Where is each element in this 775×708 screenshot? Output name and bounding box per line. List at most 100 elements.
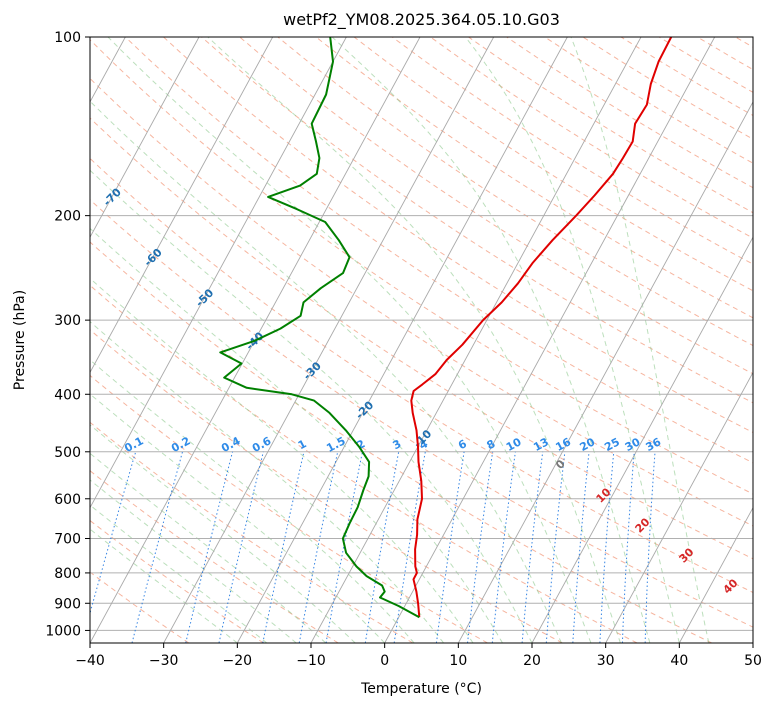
isotherm-label: -80 — [57, 130, 80, 153]
dry-adiabat-line — [201, 37, 753, 404]
x-tick-label: −30 — [149, 653, 179, 669]
mixing-ratio-line — [599, 451, 615, 643]
zero-label: 0 — [553, 457, 568, 472]
dry-adiabat-line — [277, 37, 753, 347]
plot-frame — [89, 36, 754, 644]
moist-adiabat-line — [90, 528, 238, 643]
dry-adiabat-label: 10 — [594, 485, 614, 505]
dry-adiabats — [90, 37, 753, 643]
isotherm-line — [678, 506, 753, 643]
moist-adiabat-line — [90, 321, 445, 643]
dry-adiabat-line — [90, 39, 753, 495]
y-axis-label: Pressure (hPa) — [12, 290, 28, 390]
isotherm-line — [310, 37, 642, 643]
dry-adiabat-line — [163, 37, 753, 434]
mixing-ratio-line — [644, 451, 656, 643]
mixing-ratio-line — [262, 451, 305, 643]
x-tick-label: −10 — [296, 653, 326, 669]
isotherm-line — [90, 37, 200, 239]
plot-area: 0.10.20.40.611.52346810131620253036-100-… — [57, 37, 753, 643]
x-tick-label: 20 — [523, 653, 541, 669]
dry-adiabat-line — [90, 117, 753, 560]
mixing-ratio-label: 6 — [456, 437, 469, 452]
mixing-ratio-label: 16 — [553, 435, 573, 454]
isotherm-line — [531, 236, 753, 643]
dry-adiabat-line — [239, 37, 753, 375]
y-tick-label: 700 — [54, 532, 81, 548]
line-labels: 0.10.20.40.611.52346810131620253036-100-… — [57, 130, 741, 596]
dry-adiabat-line — [90, 374, 488, 643]
dry-adiabat-line — [582, 37, 753, 140]
isotherms — [90, 37, 753, 643]
dry-adiabat-line — [506, 37, 753, 189]
isotherm-line — [457, 100, 753, 643]
mixing-ratio-line — [218, 451, 264, 643]
mixing-ratio-label: 25 — [602, 435, 622, 454]
moist-adiabat-line — [90, 479, 297, 643]
dry-adiabat-line — [658, 37, 753, 93]
mixing-ratio-line — [491, 451, 516, 643]
y-axis-ticks: 100 200 300 400 500 600 700 800 900 1000 — [45, 30, 90, 639]
mixing-ratio-label: 1 — [296, 437, 309, 452]
mixing-ratio-line — [467, 451, 494, 643]
mixing-ratio-lines — [90, 451, 656, 643]
dry-adiabat-line — [90, 571, 190, 643]
x-tick-label: 0 — [380, 653, 389, 669]
chart-title: wetPf2_YM08.2025.364.05.10.G03 — [283, 10, 560, 30]
isotherm-line — [163, 37, 495, 643]
isobars — [90, 37, 753, 631]
isotherm-line — [752, 642, 753, 643]
isotherm-label: -70 — [101, 185, 124, 208]
dry-adiabat-line — [697, 37, 753, 71]
dry-adiabat-line — [124, 37, 753, 464]
dry-adiabat-line — [90, 470, 339, 643]
dry-adiabat-line — [391, 37, 753, 265]
y-tick-label: 900 — [54, 596, 81, 612]
isotherm-label: -50 — [193, 286, 216, 309]
dry-adiabat-line — [735, 37, 753, 48]
x-tick-label: 40 — [670, 653, 688, 669]
dry-adiabat-label: 40 — [721, 576, 741, 596]
mixing-ratio-label: 3 — [391, 437, 404, 452]
x-tick-label: 30 — [597, 653, 615, 669]
isotherm-line — [605, 371, 753, 643]
sounding-profiles — [219, 37, 673, 619]
moist-adiabat-line — [90, 100, 562, 643]
mixing-ratio-label: 36 — [644, 435, 664, 454]
y-tick-label: 1000 — [45, 623, 81, 639]
dry-adiabat-line — [430, 37, 753, 239]
moist-adiabat-line — [90, 169, 533, 643]
dry-adiabat-line — [90, 199, 753, 628]
dry-adiabat-line — [315, 37, 753, 319]
mixing-ratio-line — [90, 451, 137, 615]
dry-adiabat-line — [544, 37, 753, 164]
isotherm-label: -10 — [411, 427, 434, 450]
y-tick-label: 300 — [54, 313, 81, 329]
moist-adiabat-line — [90, 393, 386, 643]
moist-adiabat-line — [331, 37, 651, 643]
y-tick-label: 400 — [54, 387, 81, 403]
dry-adiabat-line — [90, 241, 712, 643]
mixing-ratio-label: 10 — [504, 435, 524, 454]
mixing-ratio-line — [185, 451, 233, 643]
moist-adiabat-line — [107, 37, 592, 643]
x-tick-label: −20 — [223, 653, 253, 669]
dry-adiabat-label: 30 — [677, 545, 697, 565]
mixing-ratio-label: 30 — [623, 435, 643, 454]
moist-adiabat-line — [90, 424, 356, 643]
isotherm-line — [90, 37, 347, 509]
isotherm-line — [90, 37, 274, 374]
mixing-ratio-label: 20 — [578, 435, 598, 454]
moist-adiabat-line — [90, 277, 474, 643]
dry-adiabat-line — [90, 421, 414, 643]
isotherm-label: -60 — [142, 246, 165, 269]
mixing-ratio-line — [435, 451, 465, 643]
moist-adiabat-line — [90, 227, 503, 643]
x-axis-label: Temperature (°C) — [360, 681, 482, 697]
dry-adiabat-line — [90, 77, 753, 527]
mixing-ratio-line — [521, 451, 544, 643]
x-tick-label: 10 — [449, 653, 467, 669]
moist-adiabat-line — [90, 452, 327, 643]
dry-adiabat-line — [90, 157, 753, 594]
